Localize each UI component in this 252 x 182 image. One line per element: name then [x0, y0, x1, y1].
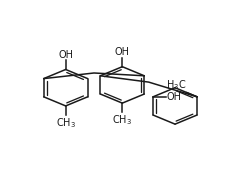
Text: OH: OH [58, 50, 73, 60]
Text: OH: OH [115, 47, 130, 57]
Text: OH: OH [167, 92, 182, 102]
Text: CH$_3$: CH$_3$ [112, 113, 132, 127]
Text: CH$_3$: CH$_3$ [56, 116, 76, 130]
Text: H$_3$C: H$_3$C [166, 78, 186, 92]
